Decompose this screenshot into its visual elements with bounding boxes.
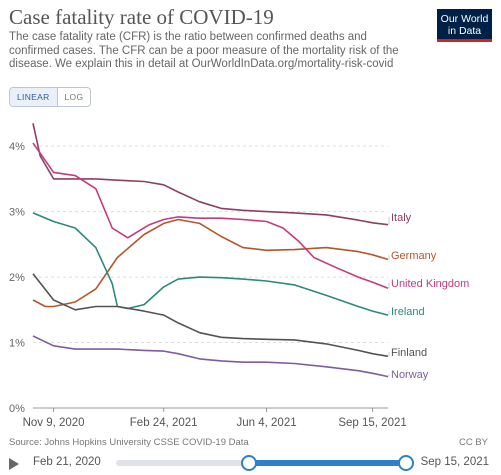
chart-title: Case fatality rate of COVID-19 — [9, 5, 274, 29]
timeline-selected-range — [248, 460, 405, 466]
series-label-united-kingdom[interactable]: United Kingdom — [391, 278, 469, 290]
series-line-ireland[interactable] — [32, 212, 389, 316]
y-tick-label: 1% — [9, 338, 25, 350]
y-tick-label: 2% — [9, 272, 25, 284]
series-line-finland[interactable] — [32, 273, 389, 358]
y-tick-label: 4% — [9, 141, 25, 153]
timeline-end-handle[interactable] — [398, 455, 414, 471]
linear-scale-button[interactable]: LINEAR — [10, 88, 58, 106]
axes: 0% 1% 2% 3% 4% Nov 9, 2020 Feb 24, 2021 Jun 4, … — [9, 141, 407, 429]
series-line-italy[interactable] — [32, 123, 389, 226]
timeline-start-label: Feb 21, 2020 — [33, 456, 101, 468]
grid — [33, 145, 388, 409]
timeline: Feb 21, 2020 Sep 15, 2021 — [0, 450, 501, 475]
chart-subtitle: The case fatality rate (CFR) is the rati… — [9, 31, 399, 70]
x-tick-label: Nov 9, 2020 — [23, 417, 85, 429]
scale-toggle: LINEAR LOG — [9, 87, 92, 107]
x-tick-label: Jun 4, 2021 — [237, 417, 297, 429]
log-scale-button[interactable]: LOG — [64, 92, 84, 102]
series-labels: Italy Germany United Kingdom Ireland Finland… — [388, 212, 469, 381]
line-chart: 0% 1% 2% 3% 4% Nov 9, 2020 Feb 24, 2021 Jun 4, … — [9, 123, 469, 429]
series-line-germany[interactable] — [32, 218, 389, 308]
series-label-germany[interactable]: Germany — [391, 250, 437, 262]
owid-logo[interactable]: Our World in Data — [437, 9, 492, 42]
source-note: Source: Johns Hopkins University CSSE CO… — [9, 437, 249, 448]
series-label-norway[interactable]: Norway — [391, 369, 429, 381]
x-tick-label: Sep 15, 2021 — [338, 417, 406, 429]
logo-line-2: in Data — [447, 24, 482, 37]
series-line-norway[interactable] — [32, 335, 389, 378]
license-link[interactable]: CC BY — [458, 437, 488, 448]
series-label-finland[interactable]: Finland — [391, 347, 427, 359]
series-label-italy[interactable]: Italy — [391, 212, 412, 224]
play-icon[interactable] — [9, 458, 19, 470]
series — [32, 123, 389, 378]
x-tick-label: Feb 24, 2021 — [130, 417, 198, 429]
series-label-ireland[interactable]: Ireland — [391, 306, 425, 318]
series-line-united-kingdom[interactable] — [32, 142, 389, 289]
y-tick-label: 0% — [9, 403, 25, 415]
y-tick-label: 3% — [9, 207, 25, 219]
timeline-start-handle[interactable] — [241, 455, 257, 471]
logo-accent-bar — [437, 39, 492, 42]
logo-line-1: Our World — [440, 13, 489, 25]
timeline-end-label: Sep 15, 2021 — [420, 456, 489, 468]
